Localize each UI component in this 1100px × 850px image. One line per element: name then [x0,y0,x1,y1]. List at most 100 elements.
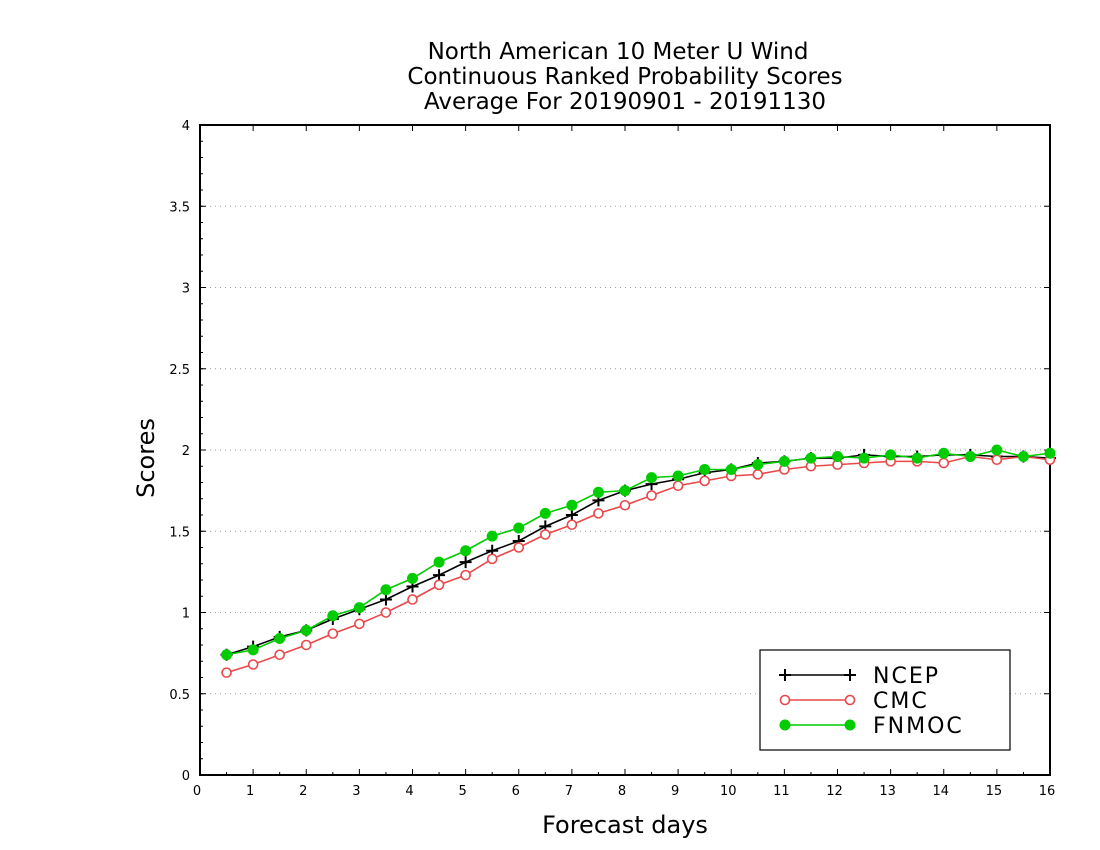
y-tick-label-1: 0.5 [169,688,190,703]
legend-marker-left-cmc [779,694,791,706]
data-point-fnmoc-15 [619,485,631,497]
data-point-fnmoc-0 [221,649,233,661]
chart-title: North American 10 Meter U Wind Continuou… [407,39,842,115]
data-point-fnmoc-23 [832,451,843,462]
data-point-cmc-20 [752,469,764,480]
data-point-cmc-18 [699,475,710,487]
data-point-fnmoc-8 [433,556,445,568]
gridlines [200,205,1050,695]
data-point-fnmoc-29 [991,444,1003,456]
y-tick-label-2: 1 [182,607,190,622]
data-point-fnmoc-25 [885,449,897,461]
data-point-cmc-3 [300,639,312,651]
data-point-cmc-14 [593,508,604,519]
data-point-cmc-11 [513,542,525,553]
data-point-cmc-7 [407,594,418,605]
data-point-cmc-5 [354,618,365,630]
chart-title-line-2: Continuous Ranked Probability Scores [407,64,842,90]
data-point-fnmoc-4 [327,610,339,622]
data-point-fnmoc-18 [699,464,711,475]
x-tick-label-13: 13 [879,784,896,799]
x-tick-label-1: 1 [246,784,254,799]
data-point-ncep-6 [379,593,392,606]
x-tick-label-2: 2 [299,784,307,799]
series-line-fnmoc [226,449,1051,656]
data-point-fnmoc-28 [964,451,976,462]
legend-marker-right-ncep [844,669,856,681]
data-point-fnmoc-20 [752,459,764,471]
data-point-cmc-12 [540,529,551,540]
data-point-fnmoc-2 [274,633,286,644]
data-point-fnmoc-27 [938,447,950,459]
x-axis-ticks: 0 1 2 3 4 5 6 7 8 9 10 11 12 13 14 15 16 [193,125,1055,799]
y-tick-label-0: 0 [182,769,190,784]
data-point-fnmoc-14 [592,486,604,498]
legend-marker-right-cmc [844,694,856,706]
data-point-cmc-15 [619,499,631,511]
data-point-fnmoc-22 [805,452,817,464]
x-axis-label: Forecast days [542,811,708,839]
data-point-fnmoc-24 [858,452,870,464]
legend-label-cmc: CMC [873,689,929,714]
x-tick-label-7: 7 [565,784,573,799]
data-point-fnmoc-31 [1044,447,1056,459]
y-tick-label-7: 3.5 [169,200,190,215]
legend-marker-right-fnmoc [844,719,856,731]
data-point-fnmoc-16 [646,472,658,484]
data-point-cmc-13 [566,519,578,531]
series-fnmoc [221,444,1056,661]
x-tick-label-11: 11 [773,784,790,799]
y-tick-label-5: 2.5 [169,363,190,378]
x-tick-label-9: 9 [671,784,679,799]
y-tick-label-6: 3 [182,282,190,297]
legend-marker-left-fnmoc [779,719,791,731]
x-tick-label-8: 8 [618,784,626,799]
x-tick-label-10: 10 [720,784,737,799]
data-point-fnmoc-1 [247,644,259,656]
data-point-fnmoc-30 [1017,451,1029,462]
data-point-fnmoc-6 [380,584,392,596]
x-tick-label-3: 3 [352,784,360,799]
x-tick-label-4: 4 [405,784,413,799]
data-point-fnmoc-11 [513,522,525,534]
data-point-cmc-4 [327,628,339,639]
data-point-cmc-8 [433,579,445,591]
chart-title-line-3: Average For 20190901 - 20191130 [424,89,826,115]
y-axis-label: Scores [132,418,160,498]
data-point-cmc-6 [380,607,392,618]
data-point-cmc-29 [991,454,1003,466]
chart-title-line-1: North American 10 Meter U Wind [428,39,809,65]
data-point-cmc-2 [274,649,285,661]
x-tick-label-6: 6 [512,784,520,799]
data-point-fnmoc-9 [460,545,472,557]
data-point-ncep-13 [565,509,578,521]
data-point-fnmoc-10 [486,530,498,542]
data-point-fnmoc-7 [407,572,418,584]
series-lines [220,444,1056,678]
data-point-cmc-9 [460,569,471,581]
series-line-cmc [226,455,1051,674]
data-point-cmc-17 [672,480,684,492]
data-point-ncep-9 [459,556,472,569]
y-tick-label-8: 4 [182,119,190,134]
series-cmc [221,451,1056,678]
legend-label-ncep: NCEP [873,664,940,689]
y-axis-ticks: 0 0.5 1 1.5 2 2.5 3 3.5 4 [169,119,1050,784]
data-point-fnmoc-3 [300,624,312,636]
data-point-cmc-1 [247,659,259,670]
legend-label-fnmoc: FNMOC [873,714,964,739]
data-point-fnmoc-19 [725,464,737,475]
legend-marker-left-ncep [779,669,791,681]
data-point-cmc-16 [646,490,657,501]
data-point-fnmoc-26 [911,452,923,464]
y-tick-label-4: 2 [182,444,190,459]
data-point-fnmoc-13 [566,499,578,511]
x-tick-label-15: 15 [986,784,1003,799]
x-tick-label-12: 12 [826,784,843,799]
data-point-fnmoc-5 [353,602,365,614]
data-point-cmc-10 [486,553,498,565]
data-point-cmc-0 [221,667,232,678]
x-tick-label-14: 14 [932,784,949,799]
